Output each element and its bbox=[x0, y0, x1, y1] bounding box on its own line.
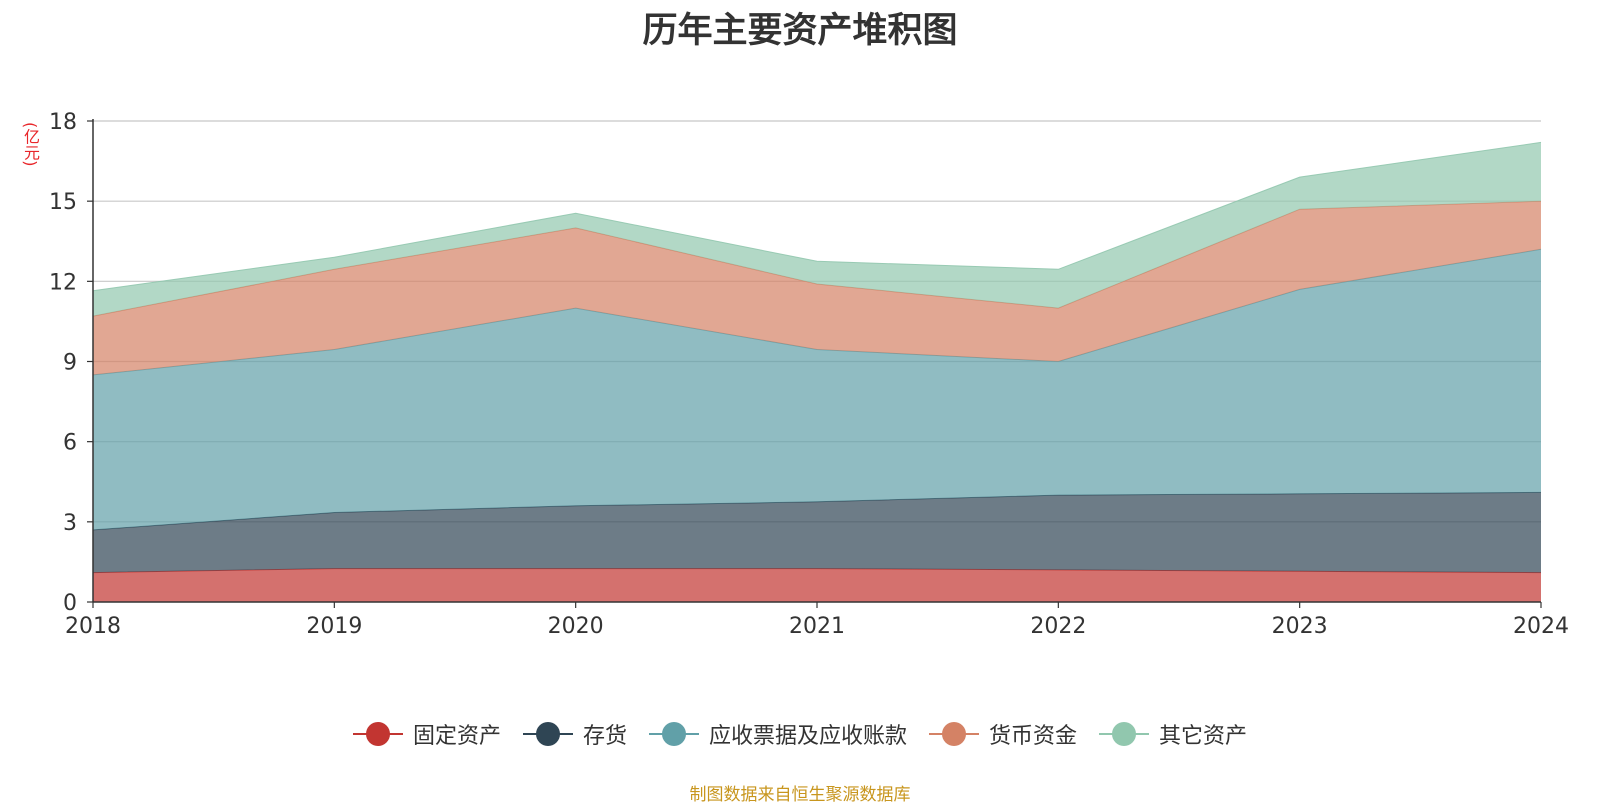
x-tick-label: 2021 bbox=[789, 614, 845, 639]
y-tick-label: 3 bbox=[63, 511, 77, 536]
legend-marker-dot bbox=[661, 722, 686, 746]
y-tick-label: 15 bbox=[49, 190, 77, 215]
legend-marker-dot bbox=[365, 722, 390, 746]
legend-marker-dot bbox=[1112, 722, 1137, 746]
legend: 固定资产 存货 应收票据及应收账款 货币资金 其它资产 bbox=[0, 718, 1600, 750]
legend-item-1[interactable]: 存货 bbox=[522, 718, 627, 750]
y-tick-label: 0 bbox=[63, 591, 77, 616]
x-tick-label: 2018 bbox=[65, 614, 121, 639]
y-tick-label: 18 bbox=[49, 110, 77, 135]
source-note: 制图数据来自恒生聚源数据库 bbox=[689, 785, 911, 805]
area-series-1 bbox=[93, 492, 1541, 573]
legend-item-3[interactable]: 货币资金 bbox=[929, 718, 1077, 750]
area-series-0 bbox=[93, 568, 1541, 602]
x-tick-label: 2024 bbox=[1513, 614, 1569, 639]
series-line-4 bbox=[92, 141, 1542, 292]
x-tick-label: 2019 bbox=[306, 614, 362, 639]
legend-item-2[interactable]: 应收票据及应收账款 bbox=[648, 718, 907, 750]
legend-label: 固定资产 bbox=[412, 724, 501, 749]
legend-label: 货币资金 bbox=[989, 724, 1078, 749]
legend-marker bbox=[352, 721, 403, 747]
x-tick-label: 2022 bbox=[1030, 614, 1086, 639]
area-series bbox=[92, 141, 1542, 602]
legend-item-4[interactable]: 其它资产 bbox=[1099, 718, 1247, 750]
y-tick-label: 9 bbox=[63, 351, 77, 376]
legend-label: 存货 bbox=[582, 724, 627, 749]
legend-label: 其它资产 bbox=[1159, 724, 1248, 749]
area-series-3 bbox=[93, 201, 1541, 375]
axes: 0 3 6 9 12 15 18 2018 2019 2020 2021 2022 2023 2024 bbox=[49, 110, 1569, 639]
legend-marker bbox=[1099, 721, 1150, 747]
legend-label: 应收票据及应收账款 bbox=[708, 724, 907, 749]
legend-marker bbox=[522, 721, 573, 747]
legend-marker bbox=[648, 721, 699, 747]
legend-marker-dot bbox=[942, 722, 966, 746]
x-tick-label: 2020 bbox=[548, 614, 604, 639]
y-tick-label: 12 bbox=[49, 270, 77, 295]
y-tick-label: 6 bbox=[63, 431, 77, 456]
legend-marker bbox=[929, 721, 979, 747]
legend-marker-dot bbox=[535, 722, 560, 746]
legend-item-0[interactable]: 固定资产 bbox=[352, 718, 501, 750]
y-axis-unit-label: (亿元) bbox=[21, 122, 40, 167]
chart-title: 历年主要资产堆积图 bbox=[642, 11, 958, 51]
x-tick-label: 2023 bbox=[1272, 614, 1328, 639]
area-series-2 bbox=[93, 249, 1541, 530]
area-series-4 bbox=[93, 142, 1541, 317]
